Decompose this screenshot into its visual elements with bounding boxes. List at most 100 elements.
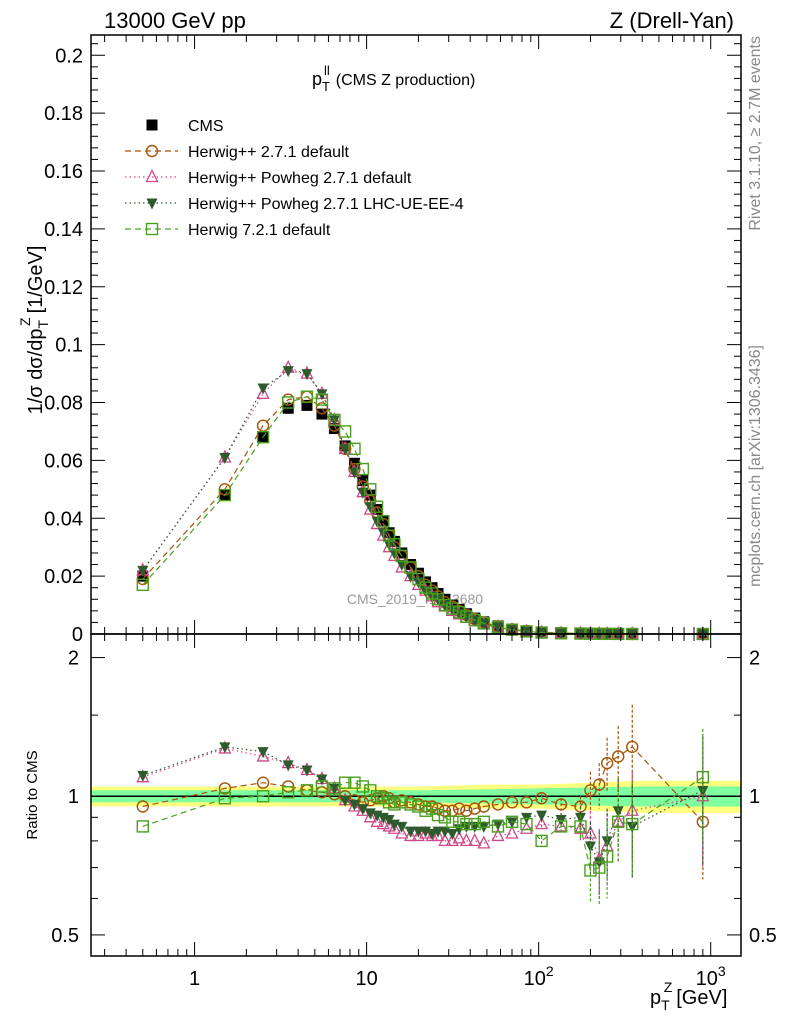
data-point-powheg <box>411 576 425 590</box>
ratio-y-tick-label-right: 2 <box>749 648 760 670</box>
y-tick-label: 0.16 <box>44 161 83 183</box>
ratio-point-herwig7 <box>315 780 329 793</box>
data-point-cms <box>301 399 313 411</box>
ratio-point-herwig7 <box>593 861 606 874</box>
x-tick-label: 103 <box>696 963 726 990</box>
data-point-herwigpp <box>315 402 329 415</box>
data-point-powheg <box>387 547 401 562</box>
data-point-powheg-ee4 <box>412 577 424 589</box>
ratio-point-powheg <box>459 832 473 847</box>
data-point-herwig7 <box>315 393 329 406</box>
ratio-point-powheg <box>452 830 466 844</box>
data-point-powheg-ee4 <box>219 452 231 464</box>
ratio-point-herwig7 <box>338 776 352 789</box>
ratio-point-herwig7 <box>491 820 505 833</box>
legend-item-powheg-ee4: Herwig++ Powheg 2.7.1 LHC-UE-EE-4 <box>125 196 464 213</box>
data-point-powheg-ee4 <box>420 586 432 598</box>
data-point-herwig7 <box>412 572 425 586</box>
ratio-point-powheg <box>431 827 445 842</box>
data-point-powheg-ee4 <box>257 383 269 395</box>
ratio-point-herwig7 <box>600 850 614 863</box>
ratio-xlabel: pTZ [GeV] <box>650 979 727 1013</box>
data-point-powheg-ee4 <box>364 502 376 514</box>
data-point-herwig7 <box>446 602 459 615</box>
ratio-point-powheg-ee4 <box>626 821 638 833</box>
ratio-point-powheg-ee4 <box>396 821 408 833</box>
ratio-point-herwig7 <box>477 815 491 829</box>
ratio-point-herwigpp <box>491 798 505 811</box>
ratio-point-herwig7 <box>388 798 401 811</box>
legend-label-cms: CMS <box>188 118 224 135</box>
xlabel-unit: [GeV] <box>676 987 727 1009</box>
legend-marker-cms <box>146 119 158 131</box>
data-point-herwig7 <box>370 500 384 513</box>
ratio-point-herwig7 <box>370 790 384 803</box>
y-tick-label: 0 <box>72 624 83 646</box>
x-tick-label: 102 <box>524 963 554 990</box>
ratio-point-herwigpp <box>468 802 481 815</box>
data-point-herwig7 <box>300 390 314 403</box>
data-point-powheg-ee4 <box>301 369 313 381</box>
data-point-herwig7 <box>364 483 377 496</box>
xlabel-main: p <box>650 987 661 1009</box>
ylabel-unit: [1/GeV] <box>25 246 47 314</box>
data-point-powheg-ee4 <box>521 626 533 638</box>
data-point-herwig7 <box>438 598 452 612</box>
rivet-label: Rivet 3.1.10, ≥ 2.7M events <box>747 36 764 231</box>
ratio-y-tick-label-right: 0.5 <box>749 925 777 947</box>
ratio-point-powheg-ee4 <box>405 826 417 838</box>
ratio-point-herwigpp <box>520 796 533 809</box>
legend-item-herwigpp: Herwig++ 2.7.1 default <box>125 144 350 161</box>
ratio-point-herwig7 <box>419 804 432 817</box>
y-tick-label: 0.02 <box>44 566 83 588</box>
y-tick-label: 0.06 <box>44 450 83 472</box>
ratio-ylabel: Ratio to CMS <box>24 750 41 839</box>
data-point-herwig7 <box>395 549 408 563</box>
ratio-point-herwig7 <box>404 798 417 811</box>
y-tick-label: 0.08 <box>44 393 83 415</box>
ratio-point-herwig7 <box>218 792 232 805</box>
ratio-point-powheg-ee4 <box>446 829 458 841</box>
ratio-point-powheg <box>477 835 491 849</box>
data-point-powheg-ee4 <box>626 629 638 641</box>
ratio-point-powheg-ee4 <box>492 819 504 831</box>
ratio-point-powheg-ee4 <box>137 770 149 782</box>
ratio-point-herwigpp <box>626 740 639 754</box>
ratio-point-herwig7 <box>431 808 445 822</box>
ratio-frame <box>90 633 742 957</box>
ratio-point-herwigpp <box>505 796 519 809</box>
ratio-point-herwigpp <box>477 800 491 813</box>
ratio-point-powheg-ee4 <box>574 812 586 824</box>
ratio-point-herwig7 <box>574 820 587 833</box>
data-point-herwig7 <box>356 462 369 476</box>
series-line-powheg <box>142 367 703 635</box>
data-point-herwig7 <box>348 442 361 456</box>
y-tick-label: 0.2 <box>55 45 83 67</box>
plot-title: pTll (CMS Z production) <box>312 63 475 94</box>
ratio-point-herwig7 <box>356 780 369 793</box>
data-point-herwig7 <box>477 617 491 630</box>
ratio-point-herwig7 <box>452 815 466 829</box>
title-sub: T <box>322 79 330 94</box>
data-point-herwig7 <box>460 610 473 623</box>
ylabel-main: 1/σ dσ/dp <box>25 329 47 415</box>
legend-item-cms: CMS <box>146 118 224 135</box>
ratio-y-tick-label: 2 <box>68 648 79 670</box>
ratio-y-tick-label: 0.5 <box>51 925 79 947</box>
ratio-point-powheg-ee4 <box>348 799 360 811</box>
legend: CMS Herwig++ 2.7.1 default Herwig++ Powheg… <box>125 118 464 239</box>
ratio-point-powheg-ee4 <box>426 829 438 841</box>
ratio-point-powheg <box>418 825 433 839</box>
data-point-herwig7 <box>328 413 341 427</box>
data-point-powheg-ee4 <box>388 548 400 560</box>
ratio-point-herwig7 <box>696 770 710 784</box>
legend-label-herwig7: Herwig 7.2.1 default <box>188 222 331 239</box>
ratio-point-powheg <box>376 816 390 830</box>
data-point-powheg <box>363 501 377 515</box>
ratio-point-powheg <box>370 813 384 827</box>
ylabel-sup: Z <box>17 317 33 326</box>
ratio-point-herwigpp <box>218 782 232 795</box>
legend-marker-powheg <box>145 169 159 183</box>
ratio-point-herwigpp <box>452 802 466 815</box>
ratio-point-powheg-ee4 <box>219 742 231 754</box>
